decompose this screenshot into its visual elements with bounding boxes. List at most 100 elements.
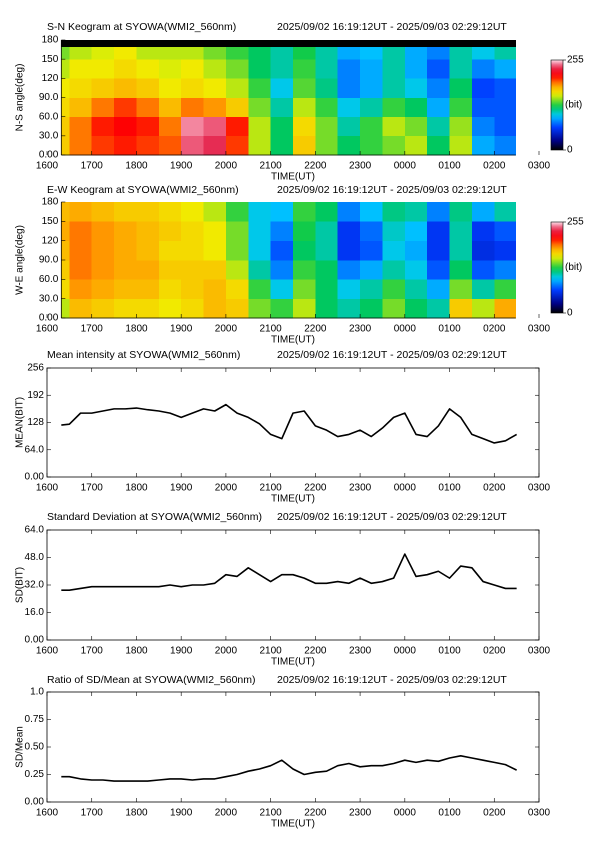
chart-subtitle: 2025/09/02 16:19:12UT - 2025/09/03 02:29… [277, 21, 507, 33]
heatmap-cell [404, 46, 428, 60]
heatmap-cell [360, 59, 383, 79]
x-tick-label: 0300 [528, 161, 551, 172]
heatmap-cell [225, 221, 249, 242]
heatmap-cell [136, 78, 160, 98]
heatmap-cell [270, 116, 294, 137]
heatmap-cell [382, 78, 406, 98]
heatmap-cell [427, 78, 450, 98]
heatmap-cell [337, 116, 361, 137]
x-tick-label: 2000 [215, 646, 238, 657]
heatmap-cell [293, 40, 316, 47]
heatmap-cell [293, 240, 316, 261]
heatmap-cell [404, 97, 428, 118]
x-tick-label: 2300 [349, 324, 372, 335]
heatmap-cell [449, 97, 473, 118]
heatmap-cell [382, 97, 406, 118]
heatmap-cell [181, 135, 204, 156]
chart-title: Ratio of SD/Mean at SYOWA(WMI2_560nm) [47, 674, 256, 686]
heatmap-cell [69, 221, 93, 242]
heatmap-cell [337, 46, 361, 60]
heatmap-cell [248, 202, 272, 222]
heatmap-cell [315, 97, 339, 118]
heatmap-cell [427, 260, 450, 280]
heatmap-cell [337, 135, 361, 156]
x-tick-label: 0300 [528, 808, 551, 819]
heatmap-cell [158, 298, 182, 319]
chart-subtitle: 2025/09/02 16:19:12UT - 2025/09/03 02:29… [277, 349, 507, 361]
heatmap-cell [494, 40, 517, 47]
colorbar-label: (bit) [565, 100, 582, 111]
x-axis-label: TIME(UT) [271, 494, 315, 505]
y-tick-label: 0.00 [25, 635, 45, 646]
x-tick-label: 1700 [81, 808, 104, 819]
heatmap-cell [337, 260, 361, 280]
heatmap-cell [158, 97, 182, 118]
heatmap-cell [471, 240, 495, 261]
x-tick-label: 2100 [260, 161, 283, 172]
y-axis-label: SD/Mean [15, 726, 26, 768]
heatmap-cell [158, 221, 182, 242]
colorbar-tick-label: 255 [567, 217, 584, 228]
heatmap-cell [427, 298, 450, 319]
heatmap-cell [225, 46, 249, 60]
x-tick-label: 2100 [260, 324, 283, 335]
heatmap-cell [248, 279, 272, 300]
colorbar-tick-label: 255 [567, 55, 584, 66]
heatmap-cell [293, 221, 316, 242]
y-tick-label: 90.0 [39, 92, 59, 103]
heatmap-cell [315, 116, 339, 137]
heatmap-cell [61, 221, 70, 242]
heatmap-cell [427, 59, 450, 79]
heatmap-cell [136, 202, 160, 222]
heatmap-cell [494, 260, 517, 280]
data-line [61, 755, 517, 782]
y-tick-label: 0.00 [39, 150, 59, 161]
heatmap-cell [404, 260, 428, 280]
heatmap-cell [449, 221, 473, 242]
heatmap-cell [203, 135, 227, 156]
heatmap-cell [270, 78, 294, 98]
heatmap-cell [293, 202, 316, 222]
x-axis-label: TIME(UT) [271, 172, 315, 183]
heatmap-cell [337, 240, 361, 261]
heatmap-cell [270, 59, 294, 79]
y-axis-label: W-E angle(deg) [15, 225, 26, 295]
heatmap-cell [181, 116, 204, 137]
heatmap-cell [382, 240, 406, 261]
heatmap-cell [449, 240, 473, 261]
heatmap-cell [158, 40, 182, 47]
heatmap-cell [337, 279, 361, 300]
heatmap-cell [360, 46, 383, 60]
heatmap-cell [158, 135, 182, 156]
heatmap-cell [427, 40, 450, 47]
heatmap-cell [91, 78, 115, 98]
x-tick-label: 2000 [215, 161, 238, 172]
heatmap-cell [61, 260, 70, 280]
heatmap-cell [427, 279, 450, 300]
heatmap-cell [181, 260, 204, 280]
heatmap-cell [91, 40, 115, 47]
heatmap-cell [337, 40, 361, 47]
colorbar-tick-label: 0 [567, 145, 573, 156]
heatmap-cell [382, 279, 406, 300]
y-axis-label: MEAN(BIT) [15, 397, 26, 448]
heatmap-cell [225, 97, 249, 118]
heatmap-cell [91, 260, 115, 280]
x-tick-label: 0000 [394, 808, 417, 819]
x-tick-label: 2100 [260, 646, 283, 657]
heatmap-cell [203, 59, 227, 79]
heatmap-cell [494, 78, 517, 98]
heatmap-cell [158, 202, 182, 222]
heatmap-cell [293, 116, 316, 137]
heatmap-cell [158, 260, 182, 280]
y-tick-label: 1.0 [30, 687, 44, 698]
heatmap-cell [61, 202, 70, 222]
y-tick-label: 90.0 [39, 255, 59, 266]
heatmap-cell [114, 116, 137, 137]
heatmap-cell [360, 279, 383, 300]
heatmap-cell [136, 40, 160, 47]
heatmap-cell [181, 97, 204, 118]
heatmap-cell [404, 279, 428, 300]
heatmap-cell [69, 78, 93, 98]
heatmap-cell [404, 78, 428, 98]
